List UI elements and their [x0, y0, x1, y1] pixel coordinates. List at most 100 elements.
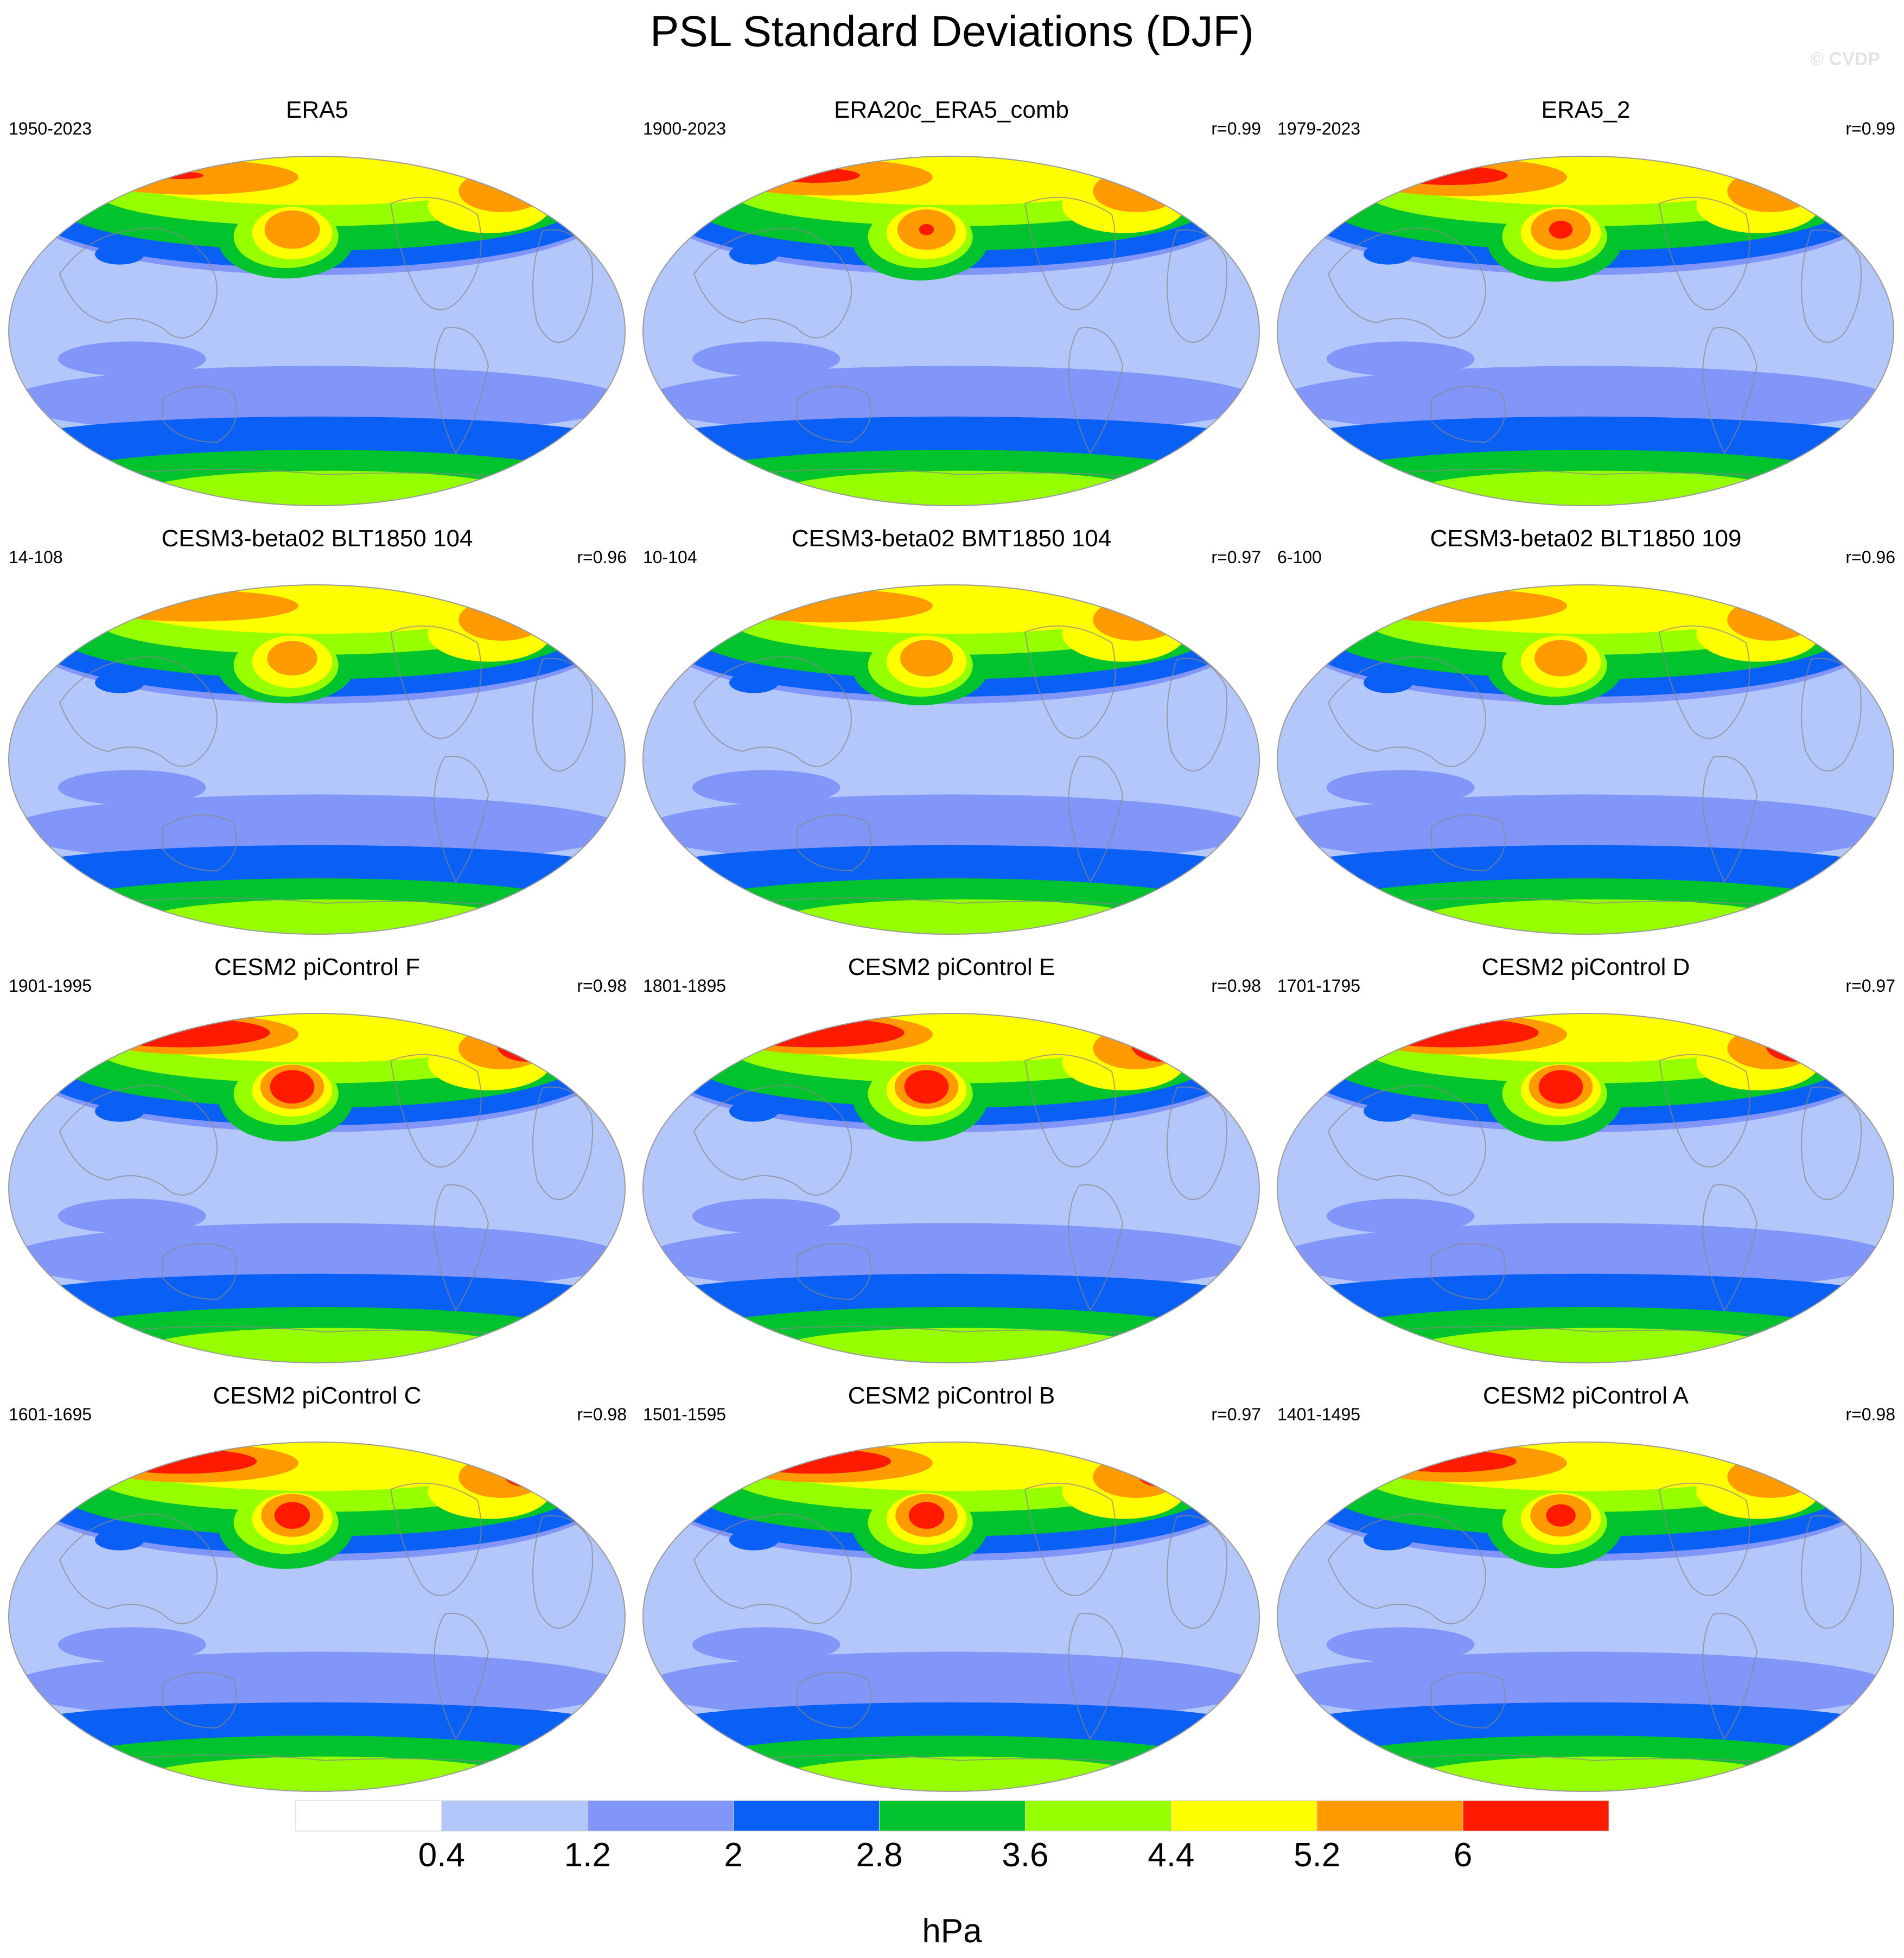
coastline [59, 1513, 218, 1624]
panel-title: CESM3-beta02 BLT1850 104 [161, 525, 473, 552]
coastline [1801, 658, 1862, 771]
coastline [1377, 1755, 1812, 1766]
coastline [390, 196, 482, 310]
coastline [162, 386, 237, 443]
contour-region [729, 1529, 779, 1551]
contour-region [1131, 1028, 1190, 1062]
coastline [390, 1482, 482, 1596]
coastline [1167, 1086, 1227, 1200]
coastline [59, 656, 218, 767]
contour-region [778, 1756, 1149, 1791]
coastline [59, 1085, 218, 1196]
coastline [1067, 1612, 1124, 1740]
coastline [390, 625, 482, 739]
map-panel: CESM2 piControl A 1401-1495 r=0.98 [1269, 1381, 1903, 1809]
coastline [1327, 1513, 1486, 1624]
contour-region [95, 672, 144, 693]
coastline [108, 897, 543, 909]
contour-region [496, 1028, 556, 1062]
contour-region [95, 244, 144, 265]
coastline [1024, 625, 1116, 739]
panel-title: CESM2 piControl F [214, 954, 420, 980]
coastline [797, 814, 871, 872]
contour-region [778, 1328, 1149, 1363]
contour-region [58, 1198, 206, 1234]
panel-title: CESM2 piControl E [848, 954, 1055, 980]
map-plot [8, 156, 626, 506]
contour-region [1364, 244, 1413, 265]
panel-correlation: r=0.98 [577, 1405, 627, 1424]
coastline [1024, 196, 1116, 310]
map-panel: CESM2 piControl B 1501-1595 r=0.97 [634, 1381, 1269, 1809]
contour-region [1326, 1198, 1475, 1234]
contour-region [1326, 1627, 1475, 1662]
coastline [1167, 229, 1227, 343]
map-plot [642, 156, 1260, 506]
map-plot [8, 584, 626, 935]
contour-region [267, 641, 317, 676]
panel-period: 1900-2023 [643, 119, 727, 138]
map-frame [8, 1013, 626, 1363]
coastline [433, 327, 489, 454]
panel-correlation: r=0.99 [1845, 119, 1895, 138]
coastline [1067, 327, 1124, 454]
coastline [433, 1612, 489, 1740]
coastline [742, 469, 1177, 481]
contour-region [1412, 470, 1783, 506]
colorbar-tick-label: 4.4 [1148, 1836, 1195, 1874]
contour-region [692, 341, 840, 377]
panel-title: ERA5_2 [1541, 97, 1631, 123]
map-plot [642, 1442, 1260, 1792]
coastline [59, 227, 218, 339]
coastline [693, 656, 852, 767]
contour-region [95, 1529, 144, 1551]
map-frame [642, 156, 1260, 506]
panel-period: 1979-2023 [1277, 119, 1361, 138]
contour-region [58, 341, 206, 377]
figure-title: PSL Standard Deviations (DJF) [649, 7, 1255, 55]
coastline [1167, 1515, 1227, 1629]
contour-region [1392, 165, 1508, 186]
panel-correlation: r=0.97 [1845, 976, 1895, 996]
contour-region [692, 770, 840, 805]
panel-period: 1601-1695 [9, 1405, 92, 1424]
coastline [532, 1515, 593, 1629]
coastline [1801, 229, 1862, 343]
contour-region [1383, 1450, 1517, 1472]
map-panel: CESM3-beta02 BLT1850 104 14-108 r=0.96 [0, 524, 634, 952]
map-panel: CESM2 piControl E 1801-1895 r=0.98 [634, 952, 1269, 1381]
contour-region [1412, 899, 1783, 934]
contour-region [771, 168, 860, 183]
coastline [1702, 1612, 1758, 1740]
panel-title: ERA5 [286, 97, 348, 123]
panel-correlation: r=0.99 [1211, 119, 1261, 138]
panel-correlation: r=0.96 [1845, 547, 1895, 567]
map-frame [8, 156, 626, 506]
coastline [1658, 196, 1750, 310]
contour-region [900, 640, 953, 677]
map-plot [642, 1013, 1260, 1363]
map-frame [642, 1442, 1260, 1792]
contour-region [144, 1756, 514, 1791]
contour-region [919, 224, 934, 235]
colorbar-tick-label: 5.2 [1294, 1836, 1341, 1874]
contour-region [778, 470, 1149, 506]
contour-region [1137, 1460, 1185, 1487]
map-panel: ERA20c_ERA5_comb 1900-2023 r=0.99 [634, 95, 1269, 524]
map-panel: CESM2 piControl C 1601-1695 r=0.98 [0, 1381, 634, 1809]
coastline [162, 1243, 237, 1300]
coastline [1658, 1482, 1750, 1596]
coastline [1377, 1326, 1812, 1338]
contour-region [1534, 640, 1588, 677]
coastline [1658, 1054, 1750, 1168]
map-panel: CESM3-beta02 BLT1850 109 6-100 r=0.96 [1269, 524, 1903, 952]
coastline [532, 658, 593, 771]
coastline [1377, 469, 1812, 481]
colorbar-tick-label: 2.8 [856, 1836, 903, 1874]
contour-region [1357, 589, 1567, 623]
contour-region [1779, 178, 1811, 197]
panel-title: CESM2 piControl D [1481, 954, 1690, 980]
contour-region [727, 1018, 905, 1048]
coastline [1024, 1482, 1116, 1596]
coastline [742, 1326, 1177, 1338]
